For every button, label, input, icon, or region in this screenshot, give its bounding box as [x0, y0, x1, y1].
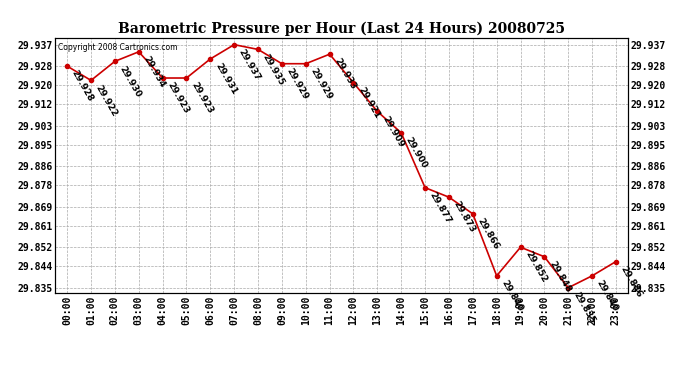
Text: 29.873: 29.873: [452, 200, 477, 235]
Text: 29.929: 29.929: [308, 66, 334, 101]
Text: 29.835: 29.835: [571, 291, 596, 325]
Text: 29.933: 29.933: [333, 57, 357, 92]
Text: 29.937: 29.937: [237, 47, 262, 82]
Text: Copyright 2008 Cartronics.com: Copyright 2008 Cartronics.com: [58, 43, 177, 52]
Text: 29.931: 29.931: [213, 62, 238, 96]
Text: 29.928: 29.928: [70, 69, 95, 104]
Text: 29.866: 29.866: [475, 217, 501, 251]
Text: 29.846: 29.846: [619, 264, 644, 299]
Text: 29.877: 29.877: [428, 190, 453, 225]
Text: 29.923: 29.923: [166, 81, 190, 116]
Text: 29.921: 29.921: [356, 86, 382, 120]
Title: Barometric Pressure per Hour (Last 24 Hours) 20080725: Barometric Pressure per Hour (Last 24 Ho…: [118, 22, 565, 36]
Text: 29.930: 29.930: [117, 64, 143, 99]
Text: 29.935: 29.935: [261, 52, 286, 87]
Text: 29.929: 29.929: [285, 66, 310, 101]
Text: 29.840: 29.840: [595, 279, 620, 313]
Text: 29.852: 29.852: [523, 250, 549, 285]
Text: 29.922: 29.922: [94, 83, 119, 118]
Text: 29.900: 29.900: [404, 136, 429, 170]
Text: 29.840: 29.840: [500, 279, 524, 313]
Text: 29.909: 29.909: [380, 114, 405, 149]
Text: 29.923: 29.923: [189, 81, 215, 116]
Text: 29.848: 29.848: [547, 260, 573, 294]
Text: 29.934: 29.934: [141, 55, 167, 89]
